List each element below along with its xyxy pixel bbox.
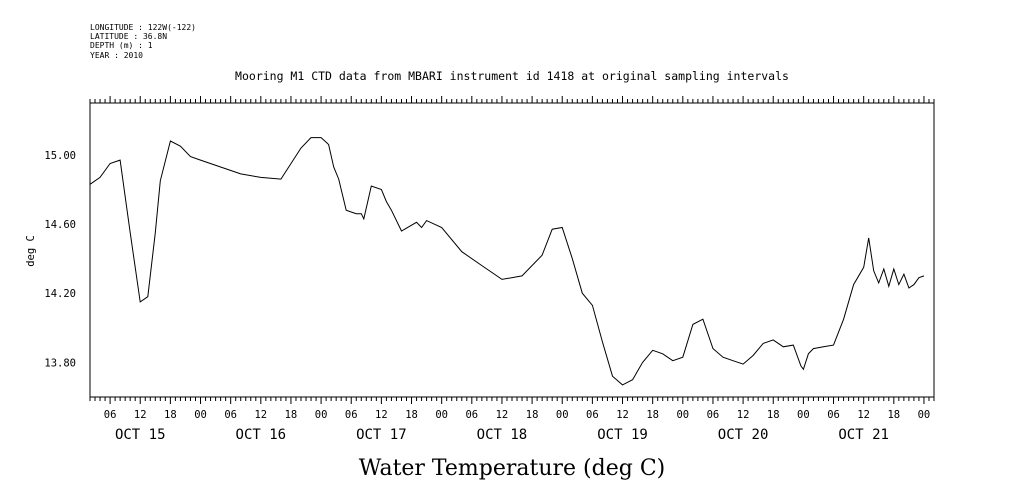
x-day-label: OCT 17 <box>356 427 407 443</box>
x-tick-label: 12 <box>375 409 388 421</box>
x-tick-label: 12 <box>496 409 509 421</box>
x-tick-label: 00 <box>556 409 569 421</box>
x-day-label: OCT 15 <box>115 427 166 443</box>
header-latitude: LATITUDE : 36.8N <box>90 32 167 41</box>
y-tick-label: 14.20 <box>44 288 76 300</box>
y-tick-label: 14.60 <box>44 219 76 231</box>
header-year: YEAR : 2010 <box>90 51 143 60</box>
temperature-line <box>89 137 925 386</box>
x-tick-label: 18 <box>405 409 418 421</box>
x-tick-label: 00 <box>315 409 328 421</box>
x-tick-label: 18 <box>285 409 298 421</box>
chart-title: Mooring M1 CTD data from MBARI instrumen… <box>235 69 789 83</box>
x-tick-label: 00 <box>435 409 448 421</box>
header-depth: DEPTH (m) : 1 <box>90 41 153 50</box>
x-day-label: OCT 18 <box>477 427 528 443</box>
x-tick-label: 06 <box>827 409 840 421</box>
x-tick-label: 00 <box>194 409 207 421</box>
x-tick-label: 06 <box>224 409 237 421</box>
x-tick-label: 12 <box>857 409 870 421</box>
y-tick-label: 15.00 <box>44 150 76 162</box>
x-tick-label: 06 <box>465 409 478 421</box>
y-tick-label: 13.80 <box>44 357 76 369</box>
x-day-label: OCT 21 <box>838 427 889 443</box>
x-tick-label: 06 <box>345 409 358 421</box>
x-tick-label: 12 <box>737 409 750 421</box>
header-longitude: LONGITUDE : 122W(-122) <box>90 23 196 32</box>
x-tick-label: 18 <box>887 409 900 421</box>
x-tick-label: 12 <box>254 409 267 421</box>
axes: 06 12 18 00 06 12 18 00 06 12 18 00 06 12 18 00 06 12 18 00… <box>44 96 935 443</box>
x-tick-label: 06 <box>104 409 117 421</box>
x-tick-label: 00 <box>918 409 931 421</box>
x-tick-label: 06 <box>586 409 599 421</box>
plot-area <box>89 137 925 386</box>
header-info: LONGITUDE : 122W(-122) LATITUDE : 36.8N … <box>90 23 196 60</box>
x-tick-label: 12 <box>616 409 629 421</box>
x-tick-label: 18 <box>526 409 539 421</box>
x-tick-label: 00 <box>797 409 810 421</box>
x-axis-title: Water Temperature (deg C) <box>359 456 666 481</box>
x-day-label: OCT 16 <box>236 427 287 443</box>
x-day-label: OCT 19 <box>597 427 648 443</box>
x-day-label: OCT 20 <box>718 427 769 443</box>
y-axis-label: deg C <box>25 235 37 267</box>
x-tick-label: 00 <box>676 409 689 421</box>
x-tick-label: 12 <box>134 409 147 421</box>
plot-frame <box>89 102 935 398</box>
x-tick-label: 06 <box>707 409 720 421</box>
x-tick-label: 18 <box>164 409 177 421</box>
x-tick-label: 18 <box>646 409 659 421</box>
x-tick-label: 18 <box>767 409 780 421</box>
